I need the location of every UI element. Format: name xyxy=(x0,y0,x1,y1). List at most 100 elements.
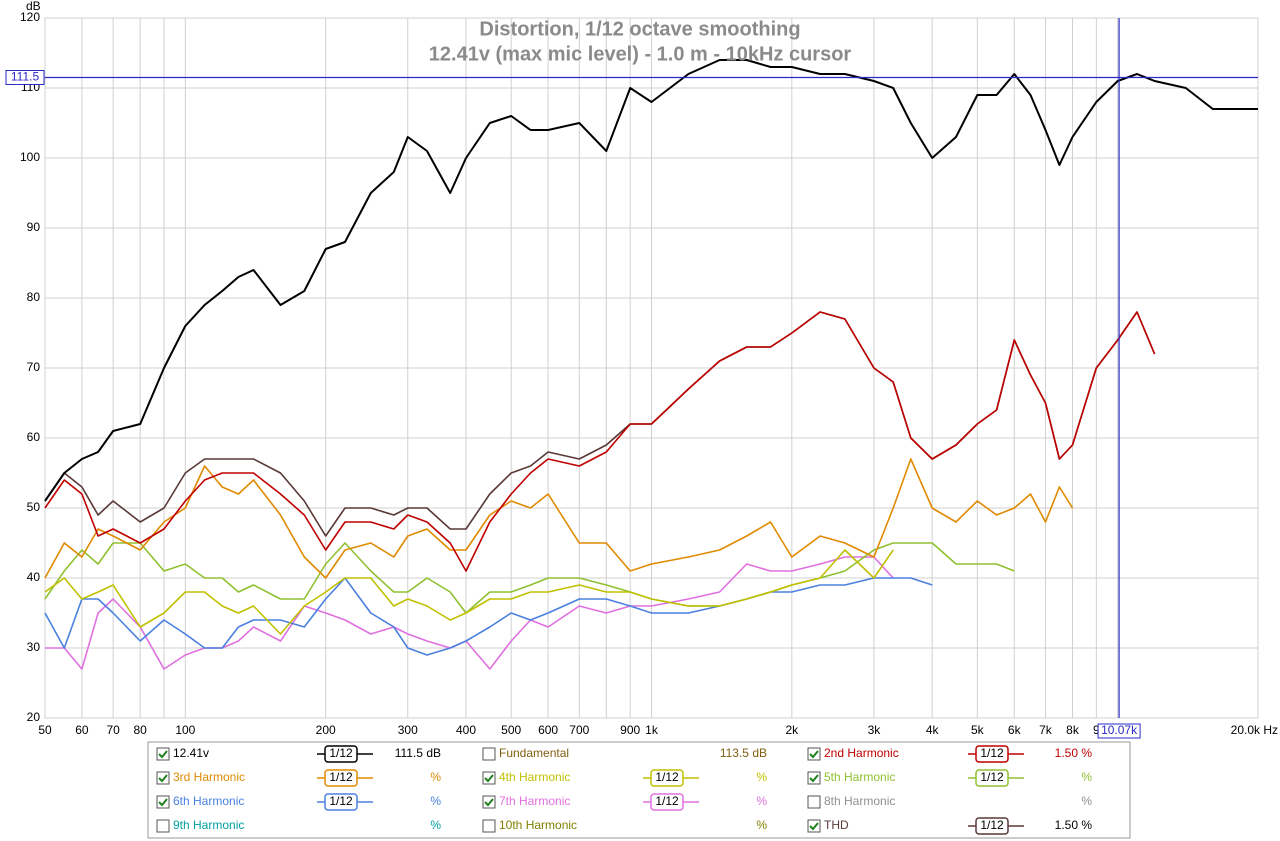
x-tick-label: 6k xyxy=(1008,723,1022,737)
legend-name: 4th Harmonic xyxy=(499,770,570,784)
x-tick-label: 20.0k Hz xyxy=(1231,723,1278,737)
legend-readout: % xyxy=(430,818,441,832)
legend-checkbox[interactable] xyxy=(482,795,496,809)
cursor-y-label: 111.5 xyxy=(11,70,40,84)
legend-readout: % xyxy=(430,794,441,808)
x-tick-label: 2k xyxy=(785,723,799,737)
legend-check xyxy=(809,774,819,783)
lines xyxy=(44,59,1258,670)
y-tick-label: 80 xyxy=(27,290,41,304)
smoothing-label: 1/12 xyxy=(980,746,1004,760)
legend-name: 8th Harmonic xyxy=(824,794,895,808)
y-tick-label: 30 xyxy=(27,640,41,654)
legend-name: 9th Harmonic xyxy=(173,818,244,832)
legend-name: 12.41v xyxy=(173,746,209,760)
smoothing-icon[interactable] xyxy=(324,745,358,763)
legend-readout: % xyxy=(1081,794,1092,808)
smoothing-label: 1/12 xyxy=(980,818,1004,832)
legend-check xyxy=(158,798,168,807)
legend-name: 3rd Harmonic xyxy=(173,770,245,784)
legend-checkbox[interactable] xyxy=(482,747,496,761)
x-tick-label: 70 xyxy=(106,723,120,737)
x-tick-label: 200 xyxy=(316,723,336,737)
cursor-x-label: 10.07k xyxy=(1101,723,1138,737)
x-tick-label: 300 xyxy=(398,723,418,737)
legend-name: THD xyxy=(824,818,849,832)
smoothing-icon[interactable] xyxy=(650,793,684,811)
legend-name: Fundamental xyxy=(499,746,569,760)
legend-readout: % xyxy=(756,818,767,832)
smoothing-label: 1/12 xyxy=(329,794,353,808)
legend-check xyxy=(158,750,168,759)
smoothing-label: 1/12 xyxy=(980,770,1004,784)
legend-readout: % xyxy=(756,770,767,784)
legend-readout: 1.50 % xyxy=(1055,818,1093,832)
smoothing-icon[interactable] xyxy=(975,817,1009,835)
legend-check xyxy=(158,774,168,783)
x-tick-label: 500 xyxy=(501,723,521,737)
y-tick-label: 100 xyxy=(20,150,40,164)
x-tick-label: 9 xyxy=(1093,723,1100,737)
smoothing-icon[interactable] xyxy=(324,769,358,787)
legend-checkbox[interactable] xyxy=(156,819,170,833)
cursor-label-box xyxy=(1097,723,1141,739)
x-tick-label: 700 xyxy=(569,723,589,737)
legend-readout: % xyxy=(1081,770,1092,784)
legend-checkbox[interactable] xyxy=(807,771,821,785)
legend-checkbox[interactable] xyxy=(807,747,821,761)
legend-readout: 111.5 dB xyxy=(395,746,441,760)
x-tick-label: 50 xyxy=(38,723,52,737)
series-line xyxy=(44,311,1156,572)
chart-title: Distortion, 1/12 octave smoothing xyxy=(479,18,800,40)
y-tick-label: 60 xyxy=(27,430,41,444)
x-tick-label: 60 xyxy=(75,723,89,737)
chart-subtitle: 12.41v (max mic level) - 1.0 m - 10kHz c… xyxy=(429,43,852,65)
legend-box xyxy=(147,741,1131,839)
smoothing-label: 1/12 xyxy=(655,794,679,808)
legend-check xyxy=(809,750,819,759)
legend-checkbox[interactable] xyxy=(482,771,496,785)
y-tick-label: 50 xyxy=(27,500,41,514)
x-tick-label: 100 xyxy=(175,723,195,737)
legend-checkbox[interactable] xyxy=(807,819,821,833)
legend-readout: % xyxy=(756,794,767,808)
x-tick-label: 7k xyxy=(1039,723,1053,737)
smoothing-icon[interactable] xyxy=(975,745,1009,763)
legend-name: 7th Harmonic xyxy=(499,794,570,808)
x-tick-label: 600 xyxy=(538,723,558,737)
x-tick-label: 5k xyxy=(971,723,985,737)
legend-readout: 113.5 dB xyxy=(720,746,767,760)
smoothing-label: 1/12 xyxy=(329,746,353,760)
legend-checkbox[interactable] xyxy=(156,747,170,761)
smoothing-label: 1/12 xyxy=(655,770,679,784)
y-tick-label: 90 xyxy=(27,220,41,234)
series-line xyxy=(44,577,933,656)
x-tick-label: 1k xyxy=(645,723,659,737)
x-tick-label: 8k xyxy=(1066,723,1080,737)
x-tick-label: 4k xyxy=(926,723,940,737)
legend-name: 5th Harmonic xyxy=(824,770,895,784)
legend-check xyxy=(484,774,494,783)
legend-checkbox[interactable] xyxy=(482,819,496,833)
legend-checkbox[interactable] xyxy=(156,771,170,785)
y-axis-label: dB xyxy=(26,0,41,13)
y-tick-label: 40 xyxy=(27,570,41,584)
x-tick-label: 80 xyxy=(133,723,147,737)
legend-check xyxy=(809,822,819,831)
legend-name: 10th Harmonic xyxy=(499,818,577,832)
legend-readout: 1.50 % xyxy=(1055,746,1093,760)
legend-checkbox[interactable] xyxy=(807,795,821,809)
series-line xyxy=(44,542,1015,614)
cursor-label-box xyxy=(5,70,45,85)
legend-checkbox[interactable] xyxy=(156,795,170,809)
smoothing-icon[interactable] xyxy=(324,793,358,811)
smoothing-icon[interactable] xyxy=(975,769,1009,787)
legend-check xyxy=(484,798,494,807)
x-tick-label: 400 xyxy=(456,723,476,737)
smoothing-icon[interactable] xyxy=(650,769,684,787)
x-tick-label: 900 xyxy=(620,723,640,737)
legend-readout: % xyxy=(430,770,441,784)
x-tick-label: 3k xyxy=(868,723,882,737)
